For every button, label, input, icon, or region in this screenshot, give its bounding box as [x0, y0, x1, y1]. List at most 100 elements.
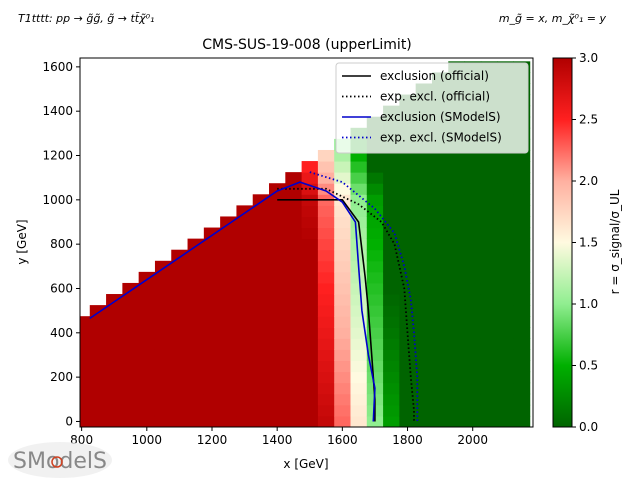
heatmap-cell: [80, 327, 91, 339]
heatmap-cell: [480, 338, 498, 350]
heatmap-cell: [383, 382, 400, 395]
heatmap-cell: [187, 349, 205, 362]
heatmap-cell: [334, 205, 351, 217]
heatmap-cell: [497, 238, 514, 251]
heatmap-cell: [497, 183, 514, 195]
heatmap-cell: [431, 194, 449, 206]
heatmap-cell: [334, 271, 351, 284]
heatmap-cell: [383, 360, 400, 373]
heatmap-cell: [480, 205, 498, 217]
heatmap-cell: [334, 216, 351, 229]
heatmap-cell: [383, 161, 400, 173]
heatmap-cell: [187, 415, 205, 428]
heatmap-cell: [448, 338, 466, 350]
heatmap-cell: [285, 172, 303, 184]
heatmap-cell: [513, 260, 531, 273]
heatmap-cell: [317, 260, 335, 273]
heatmap-cell: [269, 249, 286, 262]
legend-label: exp. excl. (SModelS): [380, 131, 502, 145]
heatmap-cell: [334, 294, 351, 306]
heatmap-cell: [285, 382, 303, 395]
heatmap-cell: [203, 282, 221, 295]
heatmap-cell: [122, 371, 140, 384]
y-tick-label: 1600: [42, 60, 73, 74]
heatmap-cell: [301, 382, 319, 395]
heatmap-cell: [269, 238, 286, 251]
heatmap-cell: [80, 371, 91, 384]
heatmap-cell: [317, 161, 335, 173]
heatmap-cell: [285, 294, 303, 306]
heatmap-cell: [301, 238, 319, 251]
heatmap-cell: [187, 371, 205, 384]
heatmap-cell: [89, 316, 107, 328]
heatmap-cell: [464, 305, 482, 317]
heatmap-cell: [122, 404, 140, 417]
heatmap-cell: [383, 349, 400, 362]
heatmap-cell: [334, 371, 351, 384]
heatmap-cell: [122, 305, 140, 317]
heatmap-cell: [383, 149, 400, 162]
plot-frame: [79, 57, 534, 428]
heatmap-cell: [203, 393, 221, 406]
heatmap-cell: [350, 415, 368, 428]
heatmap-cell: [236, 371, 254, 384]
heatmap-cell: [154, 338, 172, 350]
heatmap-cell: [497, 338, 514, 350]
heatmap-cell: [383, 260, 400, 273]
heatmap-cell: [285, 349, 303, 362]
heatmap-cell: [334, 260, 351, 273]
heatmap-cell: [350, 183, 368, 195]
heatmap-cell: [513, 393, 531, 406]
heatmap-cell: [269, 371, 286, 384]
heatmap-cell: [269, 415, 286, 428]
heatmap-cell: [431, 382, 449, 395]
heatmap-cell: [106, 415, 123, 428]
heatmap-cell: [203, 260, 221, 273]
colorbar: [552, 57, 573, 428]
heatmap-cell: [138, 349, 156, 362]
heatmap-cell: [252, 360, 270, 373]
heatmap-cell: [301, 393, 319, 406]
heatmap-cell: [317, 327, 335, 339]
heatmap-cell: [106, 327, 123, 339]
heatmap-cell: [285, 305, 303, 317]
heatmap-cell: [497, 327, 514, 339]
heatmap-cell: [171, 338, 189, 350]
heatmap-cell: [220, 404, 237, 417]
heatmap-cell: [480, 271, 498, 284]
heatmap-cell: [415, 393, 433, 406]
heatmap-cell: [383, 271, 400, 284]
heatmap-cell: [513, 161, 531, 173]
heatmap-cell: [334, 183, 351, 195]
heatmap-cell: [497, 360, 514, 373]
heatmap-cell: [383, 216, 400, 229]
colorbar-tick-label: 2.0: [579, 174, 598, 188]
heatmap-cell: [480, 194, 498, 206]
heatmap-cell: [464, 316, 482, 328]
heatmap-cell: [513, 149, 531, 162]
legend-label: exclusion (official): [380, 69, 489, 83]
heatmap-cell: [203, 305, 221, 317]
heatmap-cell: [203, 382, 221, 395]
heatmap-cell: [252, 194, 270, 206]
heatmap-cell: [252, 282, 270, 295]
heatmap-cell: [269, 271, 286, 284]
heatmap-cell: [366, 371, 384, 384]
heatmap-cell: [269, 349, 286, 362]
heatmap-cell: [399, 271, 417, 284]
heatmap-cell: [366, 338, 384, 350]
heatmap-cell: [203, 316, 221, 328]
heatmap-cell: [415, 349, 433, 362]
heatmap-cell: [285, 360, 303, 373]
heatmap-cell: [497, 161, 514, 173]
heatmap-cell: [301, 172, 319, 184]
heatmap-cell: [154, 382, 172, 395]
heatmap-cell: [220, 238, 237, 251]
heatmap-cell: [513, 338, 531, 350]
heatmap-cell: [415, 415, 433, 428]
heatmap-cell: [252, 349, 270, 362]
heatmap-cell: [122, 393, 140, 406]
heatmap-cell: [317, 282, 335, 295]
heatmap-cell: [350, 371, 368, 384]
heatmap-cell: [106, 360, 123, 373]
